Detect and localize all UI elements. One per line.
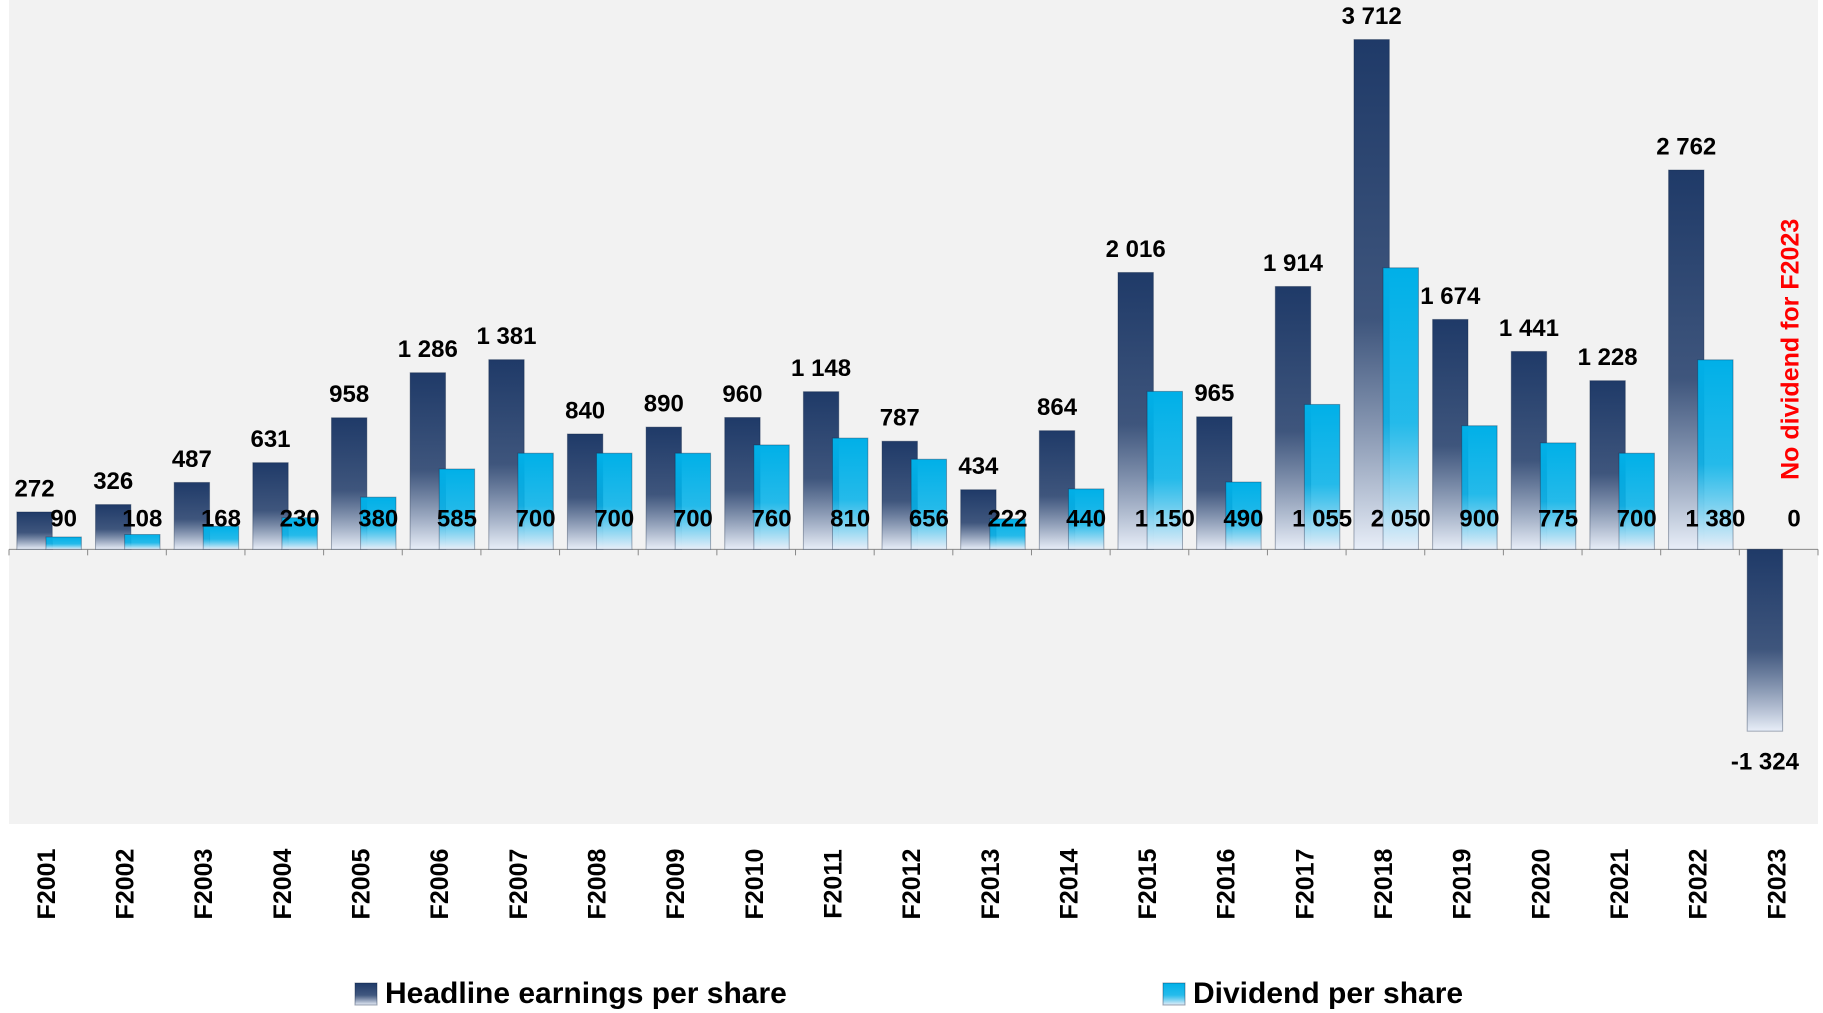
data-label: 864 xyxy=(1037,394,1078,421)
bar xyxy=(753,444,790,550)
data-label: 900 xyxy=(1459,506,1499,533)
data-label: 380 xyxy=(358,506,398,533)
data-label: 1 914 xyxy=(1263,250,1324,277)
bar xyxy=(831,437,869,550)
x-tick-label: F2018 xyxy=(1370,848,1398,919)
legend-label: Dividend per share xyxy=(1193,977,1463,1010)
data-label: 2 762 xyxy=(1656,133,1716,160)
data-label: 1 380 xyxy=(1685,506,1745,533)
x-tick-label: F2014 xyxy=(1055,848,1083,919)
data-label: 960 xyxy=(722,381,762,408)
data-label: 434 xyxy=(958,453,999,480)
bar xyxy=(124,534,161,550)
data-label: 1 150 xyxy=(1135,506,1195,533)
data-label: 1 381 xyxy=(476,323,536,350)
x-tick-label: F2013 xyxy=(977,849,1005,920)
data-label: 810 xyxy=(830,506,870,533)
bar xyxy=(202,525,240,550)
data-label: 90 xyxy=(50,506,77,533)
bar xyxy=(1539,442,1577,550)
data-label: 3 712 xyxy=(1342,3,1402,30)
data-label: 1 228 xyxy=(1578,344,1638,371)
data-label: 1 286 xyxy=(398,336,458,363)
data-label: 108 xyxy=(122,506,162,533)
x-tick-label: F2023 xyxy=(1763,849,1791,920)
bar xyxy=(674,452,712,550)
data-label: 700 xyxy=(1617,506,1657,533)
x-tick-label: F2021 xyxy=(1606,848,1634,919)
x-tick-label: F2003 xyxy=(190,849,218,920)
data-label: 1 674 xyxy=(1420,283,1481,310)
bar xyxy=(360,496,397,550)
x-tick-label: F2019 xyxy=(1449,849,1477,920)
data-label: 700 xyxy=(516,506,556,533)
x-tick-label: F2005 xyxy=(348,848,376,919)
data-label: 2 016 xyxy=(1106,236,1166,263)
x-tick-label: F2015 xyxy=(1134,848,1162,919)
bar xyxy=(1146,390,1183,550)
data-label: 958 xyxy=(329,381,369,408)
data-label: 760 xyxy=(752,506,792,533)
x-tick-label: F2004 xyxy=(269,848,297,919)
x-tick-label: F2007 xyxy=(505,849,533,920)
legend-label: Headline earnings per share xyxy=(385,977,787,1010)
x-tick-label: F2022 xyxy=(1685,849,1713,920)
data-label: 890 xyxy=(644,390,684,417)
data-label: 440 xyxy=(1066,506,1106,533)
legend-swatch xyxy=(354,982,378,1006)
x-tick-label: F2016 xyxy=(1213,849,1241,920)
x-tick-label: F2008 xyxy=(584,848,612,919)
data-label: -1 324 xyxy=(1731,749,1800,776)
data-label: 2 050 xyxy=(1371,506,1431,533)
data-label: 840 xyxy=(565,397,605,424)
bar xyxy=(517,452,554,550)
data-label: 585 xyxy=(437,506,477,533)
x-tick-label: F2010 xyxy=(741,849,769,920)
x-tick-label: F2001 xyxy=(33,848,61,919)
x-tick-label: F2011 xyxy=(819,849,847,919)
bar xyxy=(1461,425,1498,550)
bar xyxy=(910,458,948,550)
bar xyxy=(1303,403,1341,550)
data-label: 631 xyxy=(250,426,290,453)
data-label: 326 xyxy=(93,468,133,495)
data-label: 700 xyxy=(673,506,713,533)
bar xyxy=(45,536,82,550)
data-label: 787 xyxy=(880,405,920,432)
data-label: 230 xyxy=(280,506,320,533)
x-tick-label: F2017 xyxy=(1291,849,1319,920)
data-label: 222 xyxy=(987,506,1027,533)
bar xyxy=(1225,481,1262,550)
data-label: 1 441 xyxy=(1499,315,1559,342)
x-tick-label: F2002 xyxy=(112,849,140,920)
x-tick-label: F2009 xyxy=(662,849,690,920)
x-tick-label: F2020 xyxy=(1527,849,1555,920)
bar xyxy=(989,518,1026,550)
data-label: 775 xyxy=(1538,506,1578,533)
bar xyxy=(1697,359,1734,550)
x-tick-label: F2006 xyxy=(426,849,454,920)
legend-swatch xyxy=(1162,982,1186,1006)
data-label: 487 xyxy=(172,446,212,473)
data-label: 965 xyxy=(1194,380,1234,407)
data-label: 490 xyxy=(1223,506,1263,533)
bar xyxy=(1746,548,1784,732)
bar xyxy=(1067,488,1105,550)
data-label: 700 xyxy=(594,506,634,533)
bar xyxy=(1618,452,1655,550)
bar xyxy=(281,517,318,550)
x-tick-label: F2012 xyxy=(898,849,926,920)
annotation: No dividend for F2023 xyxy=(1776,219,1804,480)
bar xyxy=(1382,267,1419,550)
data-label: 656 xyxy=(909,506,949,533)
bar xyxy=(596,452,633,550)
data-label: 1 055 xyxy=(1292,506,1352,533)
data-label: 0 xyxy=(1787,506,1800,533)
bar xyxy=(438,468,476,550)
data-label: 272 xyxy=(15,475,55,502)
data-label: 168 xyxy=(201,506,241,533)
data-label: 1 148 xyxy=(791,355,851,382)
